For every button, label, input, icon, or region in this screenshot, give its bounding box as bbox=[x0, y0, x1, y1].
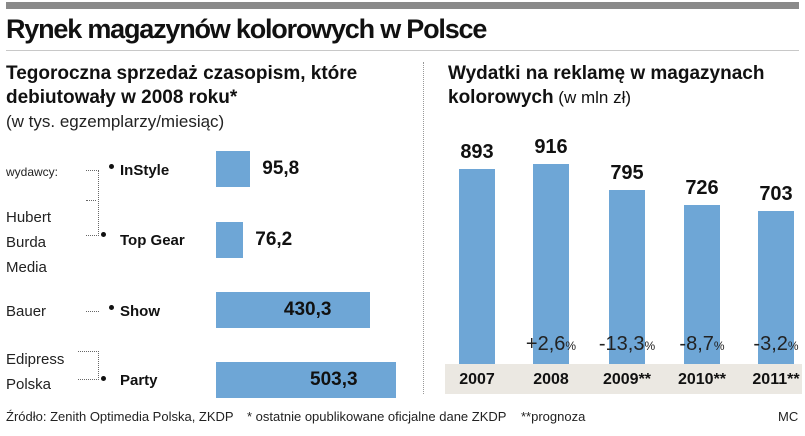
bar-value-label: 430,3 bbox=[283, 299, 332, 320]
right-heading-line1: Wydatki na reklamę w magazynach bbox=[448, 63, 765, 84]
change-value: -8,7 bbox=[679, 333, 714, 355]
bar-instyle bbox=[216, 151, 251, 187]
bauer-connector bbox=[86, 311, 99, 312]
x-axis-band bbox=[445, 364, 802, 394]
bar-show bbox=[216, 292, 370, 328]
left-heading-line1: Tegoroczna sprzedaż czasopism, które bbox=[6, 63, 358, 84]
hubert-burda-connector bbox=[86, 200, 96, 201]
publisher-line: Bauer bbox=[6, 303, 47, 320]
magazine-label: InStyle bbox=[120, 162, 170, 179]
change-label: -13,3% bbox=[587, 333, 667, 356]
x-axis-label: 2009** bbox=[602, 371, 652, 388]
left-chart-heading: Tegoroczna sprzedaż czasopism, które deb… bbox=[6, 62, 357, 110]
change-percent-sign: % bbox=[644, 339, 656, 353]
bar-2010 bbox=[684, 205, 720, 364]
right-chart-heading: Wydatki na reklamę w magazynach kolorowy… bbox=[448, 62, 764, 110]
publisher-line: Media bbox=[6, 259, 47, 276]
magazine-label: Party bbox=[120, 372, 158, 389]
bar-value-label: 893 bbox=[460, 141, 494, 164]
right-heading-bold: kolorowych bbox=[448, 87, 554, 108]
bar-value-label: 703 bbox=[759, 182, 793, 205]
publisher-line: Edipress bbox=[6, 351, 65, 368]
source-note: Źródło: Zenith Optimedia Polska, ZKDP bbox=[6, 409, 234, 424]
bullet-dot bbox=[109, 305, 114, 310]
change-value: -13,3 bbox=[598, 333, 645, 355]
magazine-label: Top Gear bbox=[120, 232, 185, 249]
change-value: +2,6 bbox=[525, 333, 566, 355]
footnote-official-data: * ostatnie opublikowane oficjalne dane Z… bbox=[247, 409, 507, 424]
change-percent-sign: % bbox=[565, 339, 577, 353]
bar-party bbox=[216, 362, 396, 398]
top-rule bbox=[6, 2, 799, 9]
bar-2007 bbox=[459, 169, 495, 364]
bar-2011 bbox=[758, 210, 794, 364]
panel-divider bbox=[423, 62, 424, 394]
edipress-bracket bbox=[78, 351, 99, 380]
bar-value-label: 503,3 bbox=[310, 369, 358, 390]
bar-value-label: 76,2 bbox=[255, 229, 293, 250]
bar-value-label: 726 bbox=[685, 177, 719, 200]
publisher-bauer: Bauer bbox=[6, 299, 46, 324]
x-axis-label: 2008 bbox=[533, 371, 569, 388]
left-chart-unit-note: (w tys. egzemplarzy/miesiąc) bbox=[6, 112, 225, 131]
footnote-forecast: **prognoza bbox=[521, 409, 586, 424]
change-value: -3,2 bbox=[753, 333, 788, 355]
page-title: Rynek magazynów kolorowych w Polsce bbox=[6, 14, 487, 44]
x-axis-label: 2010** bbox=[677, 371, 727, 388]
author-credit: MC bbox=[778, 409, 799, 424]
publisher-hubert-burda: Hubert Burda Media bbox=[6, 205, 51, 280]
bar-value-label: 95,8 bbox=[262, 158, 300, 179]
change-percent-sign: % bbox=[787, 339, 799, 353]
left-heading-line2: debiutowały w 2008 roku* bbox=[6, 87, 238, 108]
hubert-burda-bracket bbox=[86, 170, 99, 236]
right-heading-line2: kolorowych (w mln zł) bbox=[448, 86, 764, 110]
title-underline bbox=[6, 50, 799, 51]
change-label: -3,2% bbox=[736, 333, 805, 356]
publisher-line: Hubert bbox=[6, 209, 52, 226]
publishers-label: wydawcy: bbox=[6, 165, 59, 179]
x-axis-label: 2011** bbox=[752, 371, 800, 388]
publisher-edipress: Edipress Polska bbox=[6, 347, 64, 397]
publisher-line: Burda bbox=[6, 234, 47, 251]
bullet-dot bbox=[101, 232, 106, 237]
change-label: -8,7% bbox=[662, 333, 742, 356]
change-percent-sign: % bbox=[713, 339, 725, 353]
bar-top-gear bbox=[216, 222, 244, 258]
bullet-dot bbox=[101, 376, 106, 381]
right-heading-unit: (w mln zł) bbox=[553, 88, 632, 107]
bullet-dot bbox=[109, 164, 114, 169]
bar-value-label: 916 bbox=[534, 136, 568, 158]
bar-value-label: 795 bbox=[610, 162, 644, 185]
change-label: +2,6% bbox=[511, 333, 591, 356]
bar-2008 bbox=[533, 164, 569, 364]
magazine-label: Show bbox=[120, 303, 160, 320]
publisher-line: Polska bbox=[6, 376, 52, 393]
bar-2009 bbox=[609, 190, 645, 364]
x-axis-label: 2007 bbox=[459, 371, 495, 388]
